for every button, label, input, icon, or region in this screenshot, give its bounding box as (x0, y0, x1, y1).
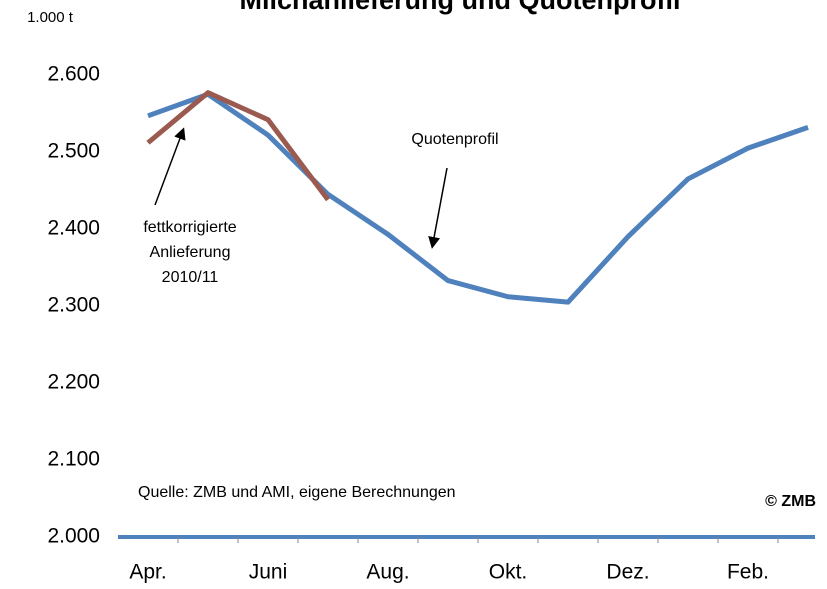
series-line (147, 91, 809, 305)
x-tick-label: Apr. (129, 561, 166, 584)
series-label: Anlieferung (150, 244, 231, 261)
series-label: 2010/11 (162, 269, 219, 286)
y-tick-label: 2.500 (47, 140, 100, 163)
y-tick-label: 2.400 (47, 217, 100, 240)
arrow (154, 127, 186, 206)
y-tick-label: 2.300 (47, 294, 100, 317)
series-label: fettkorrigierte (143, 219, 236, 236)
source: Quelle: ZMB und AMI, eigene Berechnungen (138, 484, 456, 501)
y-tick-label: 2.200 (47, 371, 100, 394)
y-tick-label: 2.100 (47, 448, 100, 471)
y-tick-label: 2.600 (47, 63, 100, 86)
x-tick-label: Dez. (606, 561, 649, 584)
x-tick-label: Juni (249, 561, 288, 584)
series-line (146, 90, 331, 202)
copyright: © ZMB (765, 493, 816, 510)
x-tick-label: Okt. (489, 561, 528, 584)
arrow (428, 167, 448, 249)
x-tick-label: Aug. (366, 561, 409, 584)
y-tick-label: 2.000 (47, 525, 100, 548)
x-tick-label: Feb. (727, 561, 769, 584)
chart-title: Milchanlieferung und Quotenprofil (240, 0, 681, 15)
y-unit: 1.000 t (27, 9, 74, 26)
series-label: Quotenprofil (411, 131, 498, 148)
